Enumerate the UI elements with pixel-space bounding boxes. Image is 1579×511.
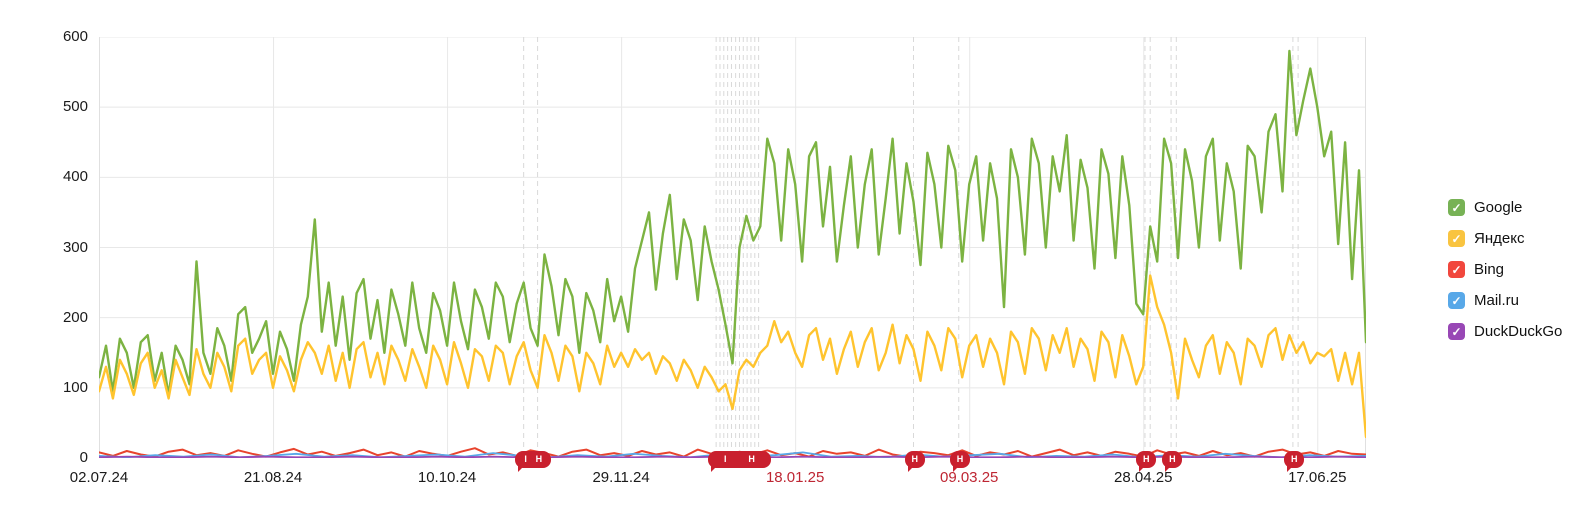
- event-marker-bubble[interactable]: H: [1284, 451, 1305, 472]
- event-marker-letter: H: [748, 454, 755, 464]
- event-marker-letter: H: [1169, 454, 1176, 464]
- event-marker-bubble[interactable]: H: [950, 451, 971, 472]
- event-marker-bubble[interactable]: H: [1162, 451, 1183, 472]
- event-marker-letter: I: [724, 454, 727, 464]
- plot-area: [99, 37, 1366, 458]
- x-tick-label: 10.10.24: [417, 469, 477, 486]
- event-marker-letter: H: [911, 454, 919, 464]
- event-marker-letter: H: [1290, 454, 1298, 464]
- y-tick-label: 300: [62, 238, 88, 256]
- x-tick-label: 17.06.25: [1288, 469, 1347, 486]
- event-marker-letter: H: [535, 454, 543, 464]
- y-tick-label: 0: [79, 449, 88, 466]
- legend-label: Bing: [1474, 261, 1505, 278]
- checkbox-checked-icon[interactable]: ✓: [1448, 261, 1465, 278]
- checkbox-checked-icon[interactable]: ✓: [1448, 230, 1465, 247]
- y-tick-label: 100: [62, 378, 88, 396]
- legend-label: Mail.ru: [1474, 292, 1520, 309]
- event-marker-letter: I: [524, 454, 527, 464]
- legend-label: Яндекс: [1474, 230, 1525, 247]
- chart-legend: ✓ Google ✓ Яндекс ✓ Bing ✓ Mail.ru ✓ DuckDuckGo: [1448, 192, 1562, 347]
- x-tick-label: 02.07.24: [69, 469, 129, 486]
- legend-item-bing[interactable]: ✓ Bing: [1448, 254, 1562, 285]
- event-marker-letter: H: [1143, 454, 1150, 464]
- x-tick-label: 29.11.24: [592, 469, 650, 486]
- event-marker-letter: H: [956, 454, 964, 464]
- x-tick-label: 28.04.25: [1114, 469, 1173, 486]
- legend-item-google[interactable]: ✓ Google: [1448, 192, 1562, 223]
- checkbox-checked-icon[interactable]: ✓: [1448, 323, 1465, 340]
- y-tick-label: 600: [62, 28, 88, 45]
- legend-label: DuckDuckGo: [1474, 323, 1563, 340]
- checkbox-checked-icon[interactable]: ✓: [1448, 292, 1465, 309]
- chart-lines: [99, 37, 1366, 458]
- y-tick-label: 200: [62, 308, 88, 326]
- event-marker-bubble[interactable]: H: [1136, 451, 1157, 472]
- x-tick-label: 18.01.25: [765, 469, 825, 486]
- event-marker-bubble[interactable]: H: [904, 451, 925, 472]
- series-line-google: [99, 49, 1366, 397]
- legend-item-яндекс[interactable]: ✓ Яндекс: [1448, 223, 1562, 254]
- y-tick-label: 400: [62, 168, 88, 186]
- series-line-яндекс: [99, 274, 1366, 439]
- legend-item-mail.ru[interactable]: ✓ Mail.ru: [1448, 285, 1562, 316]
- legend-item-duckduckgo[interactable]: ✓ DuckDuckGo: [1448, 316, 1562, 347]
- legend-label: Google: [1474, 199, 1523, 216]
- checkbox-checked-icon[interactable]: ✓: [1448, 199, 1465, 216]
- x-tick-label: 21.08.24: [243, 469, 303, 486]
- x-tick-label: 09.03.25: [939, 469, 999, 486]
- y-tick-label: 500: [62, 98, 88, 116]
